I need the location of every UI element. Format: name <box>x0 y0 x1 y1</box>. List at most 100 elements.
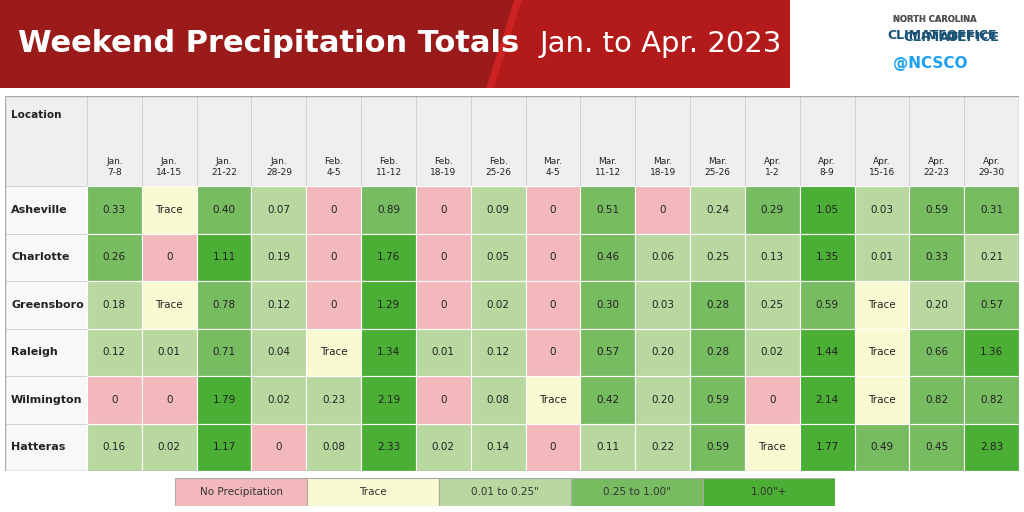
Bar <box>690 329 744 376</box>
Bar <box>581 233 635 281</box>
Text: 0.25: 0.25 <box>761 300 783 310</box>
Bar <box>635 233 690 281</box>
Text: 0: 0 <box>440 300 446 310</box>
Text: Apr.
8-9: Apr. 8-9 <box>818 157 836 177</box>
Bar <box>581 186 635 233</box>
Text: Apr.
22-23: Apr. 22-23 <box>924 157 949 177</box>
Bar <box>197 376 252 423</box>
Bar <box>909 96 965 186</box>
Bar <box>909 376 965 423</box>
Text: 0.25 to 1.00": 0.25 to 1.00" <box>603 487 671 497</box>
Text: Asheville: Asheville <box>11 205 68 215</box>
Text: 0.06: 0.06 <box>651 252 674 262</box>
Bar <box>744 376 800 423</box>
Bar <box>525 423 581 471</box>
Bar <box>635 186 690 233</box>
Bar <box>5 423 87 471</box>
Text: Hatteras: Hatteras <box>11 442 66 452</box>
Bar <box>635 376 690 423</box>
Text: 1.44: 1.44 <box>815 347 839 357</box>
Bar <box>471 96 525 186</box>
Text: 0.25: 0.25 <box>706 252 729 262</box>
Text: 1.29: 1.29 <box>377 300 400 310</box>
Text: Apr.
15-16: Apr. 15-16 <box>868 157 895 177</box>
Bar <box>525 96 581 186</box>
Bar <box>252 186 306 233</box>
Bar <box>525 233 581 281</box>
Bar <box>690 376 744 423</box>
Text: 0: 0 <box>112 395 118 405</box>
Bar <box>197 186 252 233</box>
Bar <box>855 329 909 376</box>
Bar <box>87 186 141 233</box>
Bar <box>416 96 471 186</box>
Text: Mar.
4-5: Mar. 4-5 <box>544 157 562 177</box>
Bar <box>800 96 855 186</box>
Text: 0.14: 0.14 <box>486 442 510 452</box>
Text: 0.12: 0.12 <box>486 347 510 357</box>
Text: 0.33: 0.33 <box>102 205 126 215</box>
Text: 0.02: 0.02 <box>432 442 455 452</box>
Text: 0: 0 <box>659 205 666 215</box>
Text: Mar.
18-19: Mar. 18-19 <box>649 157 676 177</box>
Bar <box>361 96 416 186</box>
Text: 0.20: 0.20 <box>651 395 674 405</box>
Text: 1.77: 1.77 <box>815 442 839 452</box>
Text: 0: 0 <box>550 442 556 452</box>
Bar <box>141 281 197 329</box>
Bar <box>581 376 635 423</box>
Bar <box>197 281 252 329</box>
Text: Feb.
4-5: Feb. 4-5 <box>325 157 343 177</box>
Text: OFFICE: OFFICE <box>946 31 999 45</box>
Bar <box>525 186 581 233</box>
Bar <box>416 376 471 423</box>
Bar <box>87 96 141 186</box>
Text: 0.12: 0.12 <box>102 347 126 357</box>
Bar <box>635 281 690 329</box>
Text: 0.28: 0.28 <box>706 347 729 357</box>
Text: 0: 0 <box>166 395 172 405</box>
Bar <box>965 281 1019 329</box>
Bar <box>416 186 471 233</box>
Text: NORTH CAROLINA: NORTH CAROLINA <box>893 15 977 24</box>
Text: 1.05: 1.05 <box>815 205 839 215</box>
Text: Jan. to Apr. 2023: Jan. to Apr. 2023 <box>540 30 782 58</box>
Text: 0.59: 0.59 <box>706 442 729 452</box>
Text: Weekend Precipitation Totals: Weekend Precipitation Totals <box>18 30 519 58</box>
Text: 1.11: 1.11 <box>212 252 236 262</box>
Text: 0.12: 0.12 <box>267 300 291 310</box>
Text: 0.08: 0.08 <box>486 395 510 405</box>
Bar <box>87 329 141 376</box>
Text: Jan.
28-29: Jan. 28-29 <box>266 157 292 177</box>
Bar <box>525 376 581 423</box>
Bar <box>5 96 1019 186</box>
Bar <box>800 329 855 376</box>
Bar <box>744 96 800 186</box>
Text: CLIMATE: CLIMATE <box>903 31 967 45</box>
Text: 1.79: 1.79 <box>212 395 236 405</box>
Bar <box>965 423 1019 471</box>
Text: 0.57: 0.57 <box>596 347 620 357</box>
Bar <box>197 96 252 186</box>
Bar <box>471 423 525 471</box>
Bar <box>141 186 197 233</box>
Text: 0.22: 0.22 <box>651 442 674 452</box>
Text: 0.19: 0.19 <box>267 252 291 262</box>
Bar <box>855 376 909 423</box>
Text: 2.33: 2.33 <box>377 442 400 452</box>
Bar <box>306 376 361 423</box>
Text: Trace: Trace <box>319 347 347 357</box>
Text: 0.11: 0.11 <box>596 442 620 452</box>
Text: 0.66: 0.66 <box>926 347 948 357</box>
Bar <box>252 281 306 329</box>
Bar <box>5 281 87 329</box>
Bar <box>87 376 141 423</box>
Text: 0.01: 0.01 <box>432 347 455 357</box>
Bar <box>197 423 252 471</box>
Text: Apr.
29-30: Apr. 29-30 <box>979 157 1005 177</box>
Text: 0.78: 0.78 <box>213 300 236 310</box>
Bar <box>855 96 909 186</box>
Bar <box>361 233 416 281</box>
Text: 0: 0 <box>769 395 775 405</box>
Bar <box>703 478 835 506</box>
